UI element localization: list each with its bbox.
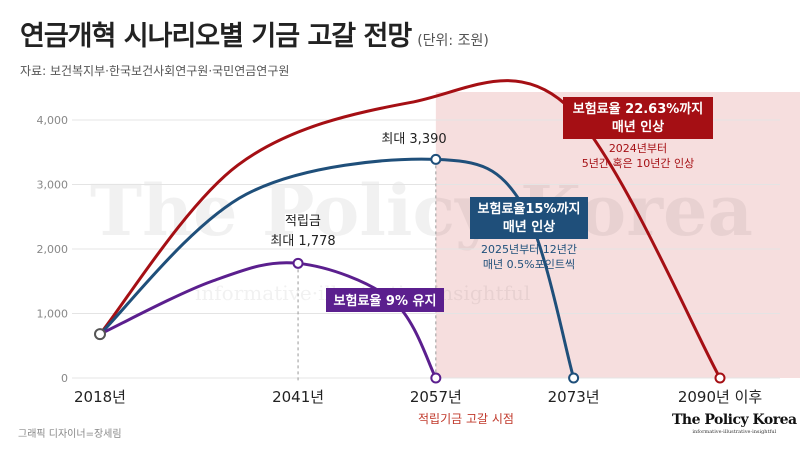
guides bbox=[297, 165, 437, 382]
blue-label-box bbox=[470, 197, 588, 239]
start-point-marker bbox=[94, 328, 106, 341]
purple-peak-marker bbox=[292, 257, 304, 269]
brand-name: The Policy Korea bbox=[672, 412, 797, 428]
purple-end-point-marker bbox=[430, 372, 442, 384]
blue-series-line bbox=[98, 157, 576, 380]
blue-label-text-line1: 보험료율15%까지 bbox=[478, 201, 581, 217]
watermark: The Policy Korea informative·illustrativ… bbox=[90, 169, 753, 305]
watermark-text: The Policy Korea bbox=[90, 169, 753, 252]
red-series-line bbox=[98, 79, 722, 380]
blue-caption-line2: 매년 0.5%포인트씩 bbox=[483, 258, 575, 271]
purple-peak-label-line1: 적립금 bbox=[285, 214, 321, 229]
red-label-box bbox=[563, 97, 713, 139]
blue-label-text-line2: 매년 인상 bbox=[503, 219, 555, 235]
red-caption-line1: 2024년부터 bbox=[609, 142, 667, 155]
x-tick-label: 2073년 bbox=[548, 388, 600, 406]
purple-label-text: 보험료율 9% 유지 bbox=[334, 293, 437, 309]
chart-title-text: 연금개혁 시나리오별 기금 고갈 전망 bbox=[20, 21, 412, 52]
y-tick-label: 4,000 bbox=[37, 114, 69, 127]
y-tick-label: 2,000 bbox=[37, 243, 69, 256]
purple-label-box bbox=[326, 288, 444, 312]
brand-logo: The Policy Korea informative·illustrativ… bbox=[672, 412, 797, 435]
red-end-point-marker bbox=[714, 372, 726, 384]
x-tick-label: 2041년 bbox=[272, 388, 324, 406]
y-tick-label: 1,000 bbox=[37, 308, 69, 321]
x-tick-label: 2018년 bbox=[74, 388, 126, 406]
blue-peak-label: 최대 3,390 bbox=[381, 132, 446, 147]
blue-end-point-marker bbox=[568, 372, 580, 384]
x-tick-label: 2090년 이후 bbox=[678, 388, 763, 406]
y-tick-label: 0 bbox=[61, 372, 68, 385]
red-caption-line2: 5년간 혹은 10년간 인상 bbox=[582, 156, 694, 170]
red-label-text-line1: 보험료율 22.63%까지 bbox=[573, 101, 703, 117]
y-axis: 0 1,000 2,000 3,000 4,000 bbox=[37, 114, 69, 385]
endpoints bbox=[94, 153, 726, 384]
red-label-text-line2: 매년 인상 bbox=[612, 119, 664, 135]
x-axis: 2018년 2041년 2057년 2073년 2090년 이후 bbox=[74, 388, 762, 406]
x-tick-label: 2057년 bbox=[410, 388, 462, 406]
blue-peak-marker bbox=[430, 153, 442, 165]
brand-tagline: informative·illustrative·insightful bbox=[692, 429, 777, 435]
depletion-zone-label: 적립기금 고갈 시점 bbox=[418, 412, 514, 426]
unit-label: (단위: 조원) bbox=[417, 33, 489, 49]
source-note: 자료: 보건복지부·한국보건사회연구원·국민연금연구원 bbox=[20, 64, 290, 78]
y-tick-label: 3,000 bbox=[37, 179, 69, 192]
purple-peak-label-line2: 최대 1,778 bbox=[270, 234, 335, 249]
designer-credit: 그래픽 디자이너=장세림 bbox=[18, 429, 122, 440]
blue-caption-line1: 2025년부터 12년간 bbox=[481, 243, 577, 256]
chart-title: 연금개혁 시나리오별 기금 고갈 전망 (단위: 조원) bbox=[20, 14, 489, 53]
